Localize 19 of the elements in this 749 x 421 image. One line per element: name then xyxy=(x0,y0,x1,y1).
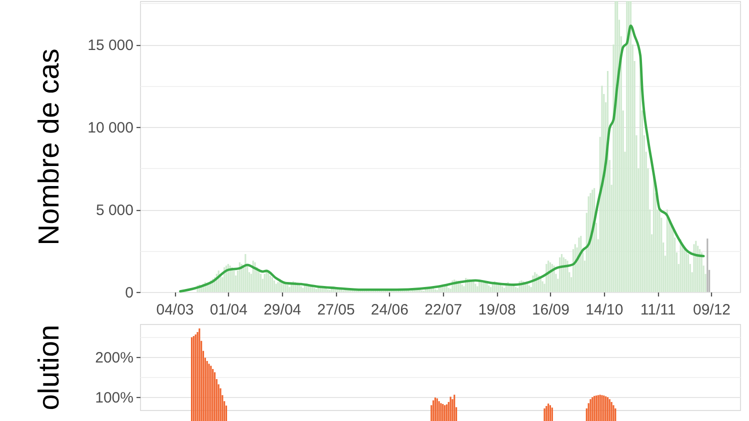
y-tick-label: 200% xyxy=(95,349,134,366)
y-tick-label: 0 xyxy=(125,284,134,302)
x-tick-label: 22/07 xyxy=(424,302,462,318)
x-tick-label: 11/11 xyxy=(640,302,676,318)
y-axis-title: olution xyxy=(34,324,66,410)
x-tick-label: 24/06 xyxy=(370,302,408,318)
y-tick-label: 15 000 xyxy=(88,37,134,54)
x-tick-label: 04/03 xyxy=(156,302,194,318)
x-tick-label: 27/05 xyxy=(317,302,355,318)
y-tick-label: 5 000 xyxy=(96,202,134,220)
x-tick-label: 16/09 xyxy=(532,302,570,318)
y-axis-title: Nombre de cas xyxy=(34,48,66,246)
x-tick-label: 09/12 xyxy=(692,302,731,318)
x-tick-label: 01/04 xyxy=(210,302,248,318)
x-tick-label: 29/04 xyxy=(264,302,302,318)
y-tick-label: 100% xyxy=(95,390,134,407)
y-tick-label: 10 000 xyxy=(88,120,134,137)
x-tick-label: 19/08 xyxy=(478,302,516,318)
x-tick-label: 14/10 xyxy=(586,302,624,318)
